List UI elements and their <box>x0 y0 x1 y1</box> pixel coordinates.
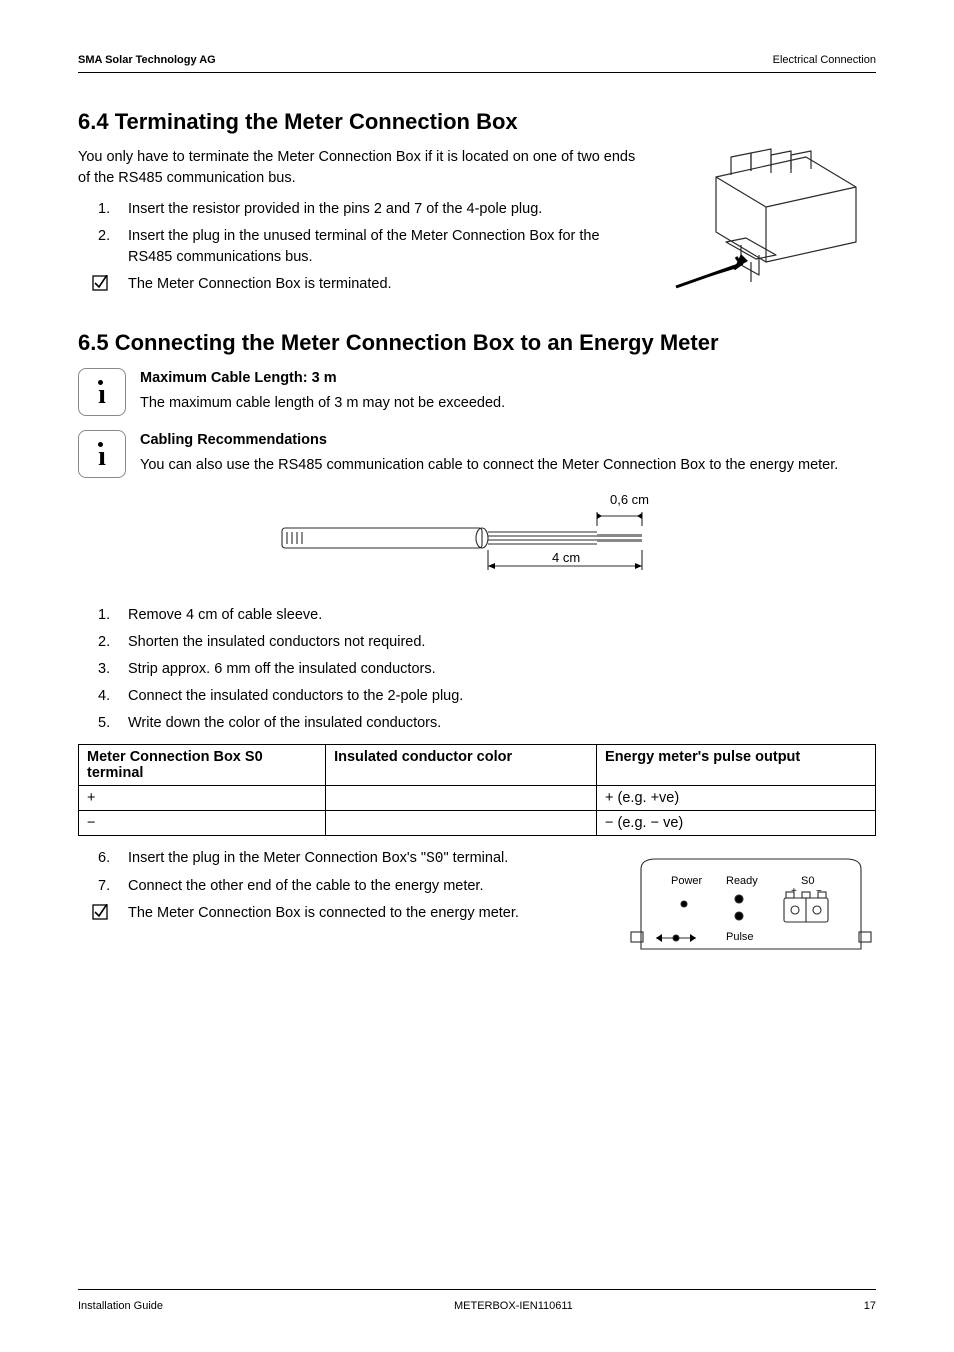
conductor-table: Meter Connection Box S0 terminal Insulat… <box>78 744 876 836</box>
table-cell: + <box>79 786 326 811</box>
step-item: Write down the color of the insulated co… <box>78 713 876 734</box>
result-text: The Meter Connection Box is connected to… <box>128 905 519 921</box>
footer-mid: METERBOX-IEN110611 <box>454 1300 573 1312</box>
section-6-4: You only have to terminate the Meter Con… <box>78 147 876 312</box>
table-cell: − (e.g. − ve) <box>597 811 876 836</box>
info-title: Cabling Recommendations <box>140 430 876 451</box>
step-item: Shorten the insulated conductors not req… <box>78 632 876 653</box>
check-icon <box>92 904 108 920</box>
table-header: Insulated conductor color <box>326 745 597 786</box>
section-6-4-steps: Insert the resistor provided in the pins… <box>78 199 636 268</box>
step-item: Insert the plug in the unused terminal o… <box>78 226 636 268</box>
section-6-4-result: The Meter Connection Box is terminated. <box>78 274 636 295</box>
label-s0: S0 <box>801 875 814 887</box>
table-cell <box>326 811 597 836</box>
cable-illustration: 0,6 cm 4 cm <box>262 492 692 582</box>
step-item: Strip approx. 6 mm off the insulated con… <box>78 659 876 680</box>
label-pulse: Pulse <box>726 931 754 943</box>
step-item: Connect the insulated conductors to the … <box>78 686 876 707</box>
page-header: SMA Solar Technology AG Electrical Conne… <box>78 54 876 66</box>
info-text: Maximum Cable Length: 3 m The maximum ca… <box>140 368 876 416</box>
info-title: Maximum Cable Length: 3 m <box>140 368 876 389</box>
info-body: The maximum cable length of 3 m may not … <box>140 393 876 414</box>
result-text: The Meter Connection Box is terminated. <box>128 276 392 292</box>
section-6-5-lower: Insert the plug in the Meter Connection … <box>78 848 876 969</box>
header-rule <box>78 72 876 73</box>
label-power: Power <box>671 875 703 887</box>
table-header-row: Meter Connection Box S0 terminal Insulat… <box>79 745 876 786</box>
header-right: Electrical Connection <box>773 54 876 66</box>
footer-rule <box>78 1289 876 1290</box>
table-header: Meter Connection Box S0 terminal <box>79 745 326 786</box>
table-cell <box>326 786 597 811</box>
info-max-cable: ı Maximum Cable Length: 3 m The maximum … <box>78 368 876 416</box>
step-item: Connect the other end of the cable to th… <box>78 876 596 897</box>
section-6-5-steps-a: Remove 4 cm of cable sleeve. Shorten the… <box>78 605 876 734</box>
table-cell: + (e.g. +ve) <box>597 786 876 811</box>
s0-code: S0 <box>426 851 443 867</box>
section-6-4-figure <box>656 147 876 312</box>
info-icon: ı <box>78 368 126 416</box>
section-6-5-steps-b: Insert the plug in the Meter Connection … <box>78 848 596 897</box>
meter-box-illustration: Power Ready S0 Pulse + − <box>626 854 876 964</box>
info-text: Cabling Recommendations You can also use… <box>140 430 876 478</box>
label-inner: 0,6 cm <box>610 492 649 507</box>
table-row: + + (e.g. +ve) <box>79 786 876 811</box>
connection-box-illustration <box>656 147 876 307</box>
info-body: You can also use the RS485 communication… <box>140 455 876 476</box>
step-item: Remove 4 cm of cable sleeve. <box>78 605 876 626</box>
page-footer: Installation Guide METERBOX-IEN110611 17 <box>78 1300 876 1312</box>
info-cabling: ı Cabling Recommendations You can also u… <box>78 430 876 478</box>
label-outer: 4 cm <box>552 550 580 565</box>
table-cell: − <box>79 811 326 836</box>
heading-6-4: 6.4 Terminating the Meter Connection Box <box>78 109 876 135</box>
section-6-4-text: You only have to terminate the Meter Con… <box>78 147 636 312</box>
heading-6-5: 6.5 Connecting the Meter Connection Box … <box>78 330 876 356</box>
footer-right: 17 <box>864 1300 876 1312</box>
meter-box-figure: Power Ready S0 Pulse + − <box>626 848 876 969</box>
cable-strip-figure: 0,6 cm 4 cm <box>78 492 876 587</box>
check-icon <box>92 275 108 291</box>
step-item: Insert the resistor provided in the pins… <box>78 199 636 220</box>
header-left: SMA Solar Technology AG <box>78 54 216 66</box>
section-6-4-intro: You only have to terminate the Meter Con… <box>78 147 636 189</box>
footer-left: Installation Guide <box>78 1300 163 1312</box>
section-6-5-result: The Meter Connection Box is connected to… <box>78 903 596 924</box>
table-row: − − (e.g. − ve) <box>79 811 876 836</box>
info-icon: ı <box>78 430 126 478</box>
table-header: Energy meter's pulse output <box>597 745 876 786</box>
step-item: Insert the plug in the Meter Connection … <box>78 848 596 870</box>
label-ready: Ready <box>726 875 758 887</box>
section-6-5-steps-b-col: Insert the plug in the Meter Connection … <box>78 848 596 969</box>
